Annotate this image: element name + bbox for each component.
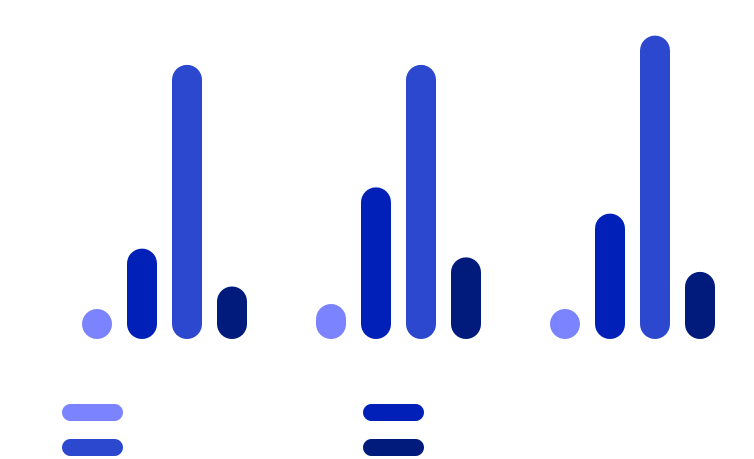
- legend-swatch-3: [363, 404, 424, 421]
- bar-group1-series4: [217, 286, 247, 339]
- bar-group3-series1: [550, 309, 580, 339]
- bar-group2-series4: [451, 257, 481, 339]
- bar-group1-series1: [82, 309, 112, 339]
- bar-group1-series3: [172, 64, 202, 339]
- bar-group2-series3: [406, 64, 436, 339]
- legend-swatch-1: [62, 404, 123, 421]
- bar-group2-series1: [316, 304, 346, 339]
- legend: [62, 404, 424, 456]
- legend-swatch-2: [62, 439, 123, 456]
- bar-group3-series4: [685, 271, 715, 339]
- legend-swatch-4: [363, 439, 424, 456]
- bars-layer: [82, 35, 715, 340]
- bar-group3-series3: [640, 35, 670, 340]
- bar-group2-series2: [361, 187, 391, 339]
- bar-group1-series2: [127, 248, 157, 339]
- bar-group3-series2: [595, 213, 625, 339]
